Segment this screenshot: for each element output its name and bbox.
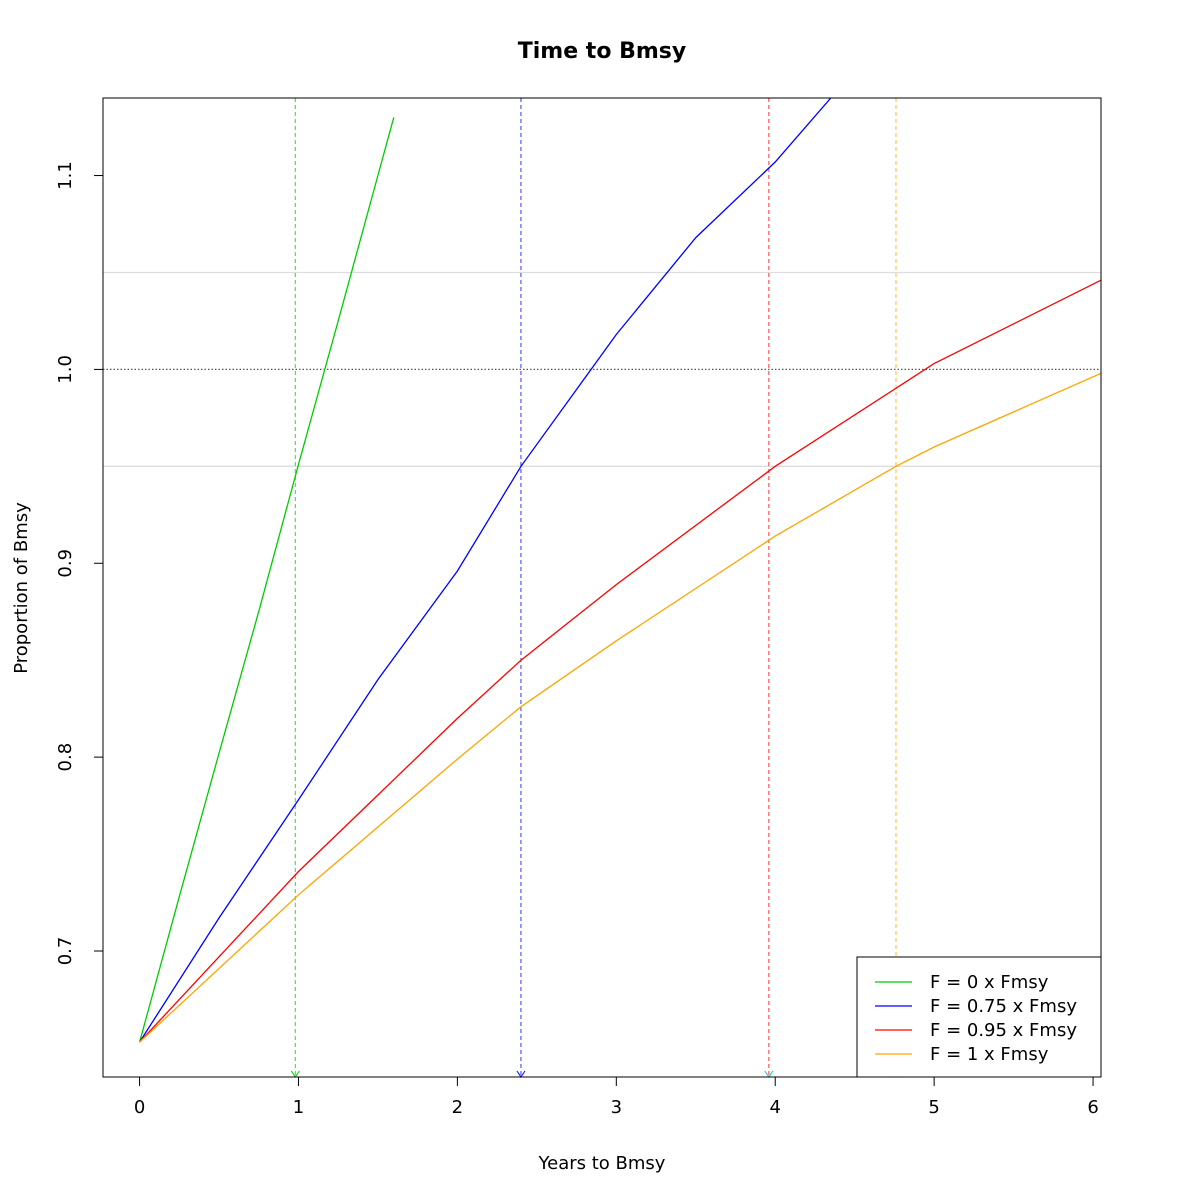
legend: F = 0 x Fmsy F = 0.75 x Fmsy F = 0.95 x Fm… [856, 956, 1102, 1078]
x-tick-label-2: 2 [452, 1097, 463, 1118]
x-tick-label-1: 1 [293, 1097, 304, 1118]
y-tick-label-3: 1.0 [55, 355, 76, 384]
series-line-3 [139, 372, 1101, 1043]
x-axis-label: Years to Bmsy [538, 1153, 666, 1174]
y-tick-label-0: 0.7 [55, 937, 76, 966]
y-axis: 0.7 0.8 0.9 1.0 1.1 [55, 161, 103, 965]
x-tick-label-6: 6 [1087, 1097, 1098, 1118]
legend-label-1: F = 0.75 x Fmsy [930, 996, 1077, 1017]
series-lines [138, 98, 1101, 1043]
y-tick-label-1: 0.8 [55, 743, 76, 772]
x-tick-label-4: 4 [769, 1097, 780, 1118]
legend-box [856, 956, 1102, 1078]
series-line-0 [138, 117, 395, 1043]
target-year-lines [294, 98, 897, 1077]
chart-title: Time to Bmsy [518, 39, 686, 64]
legend-label-3: F = 1 x Fmsy [930, 1044, 1049, 1065]
series-line-1 [139, 98, 832, 1043]
x-tick-label-3: 3 [611, 1097, 622, 1118]
x-tick-label-0: 0 [134, 1097, 145, 1118]
x-tick-label-5: 5 [928, 1097, 939, 1118]
y-axis-label: Proportion of Bmsy [11, 502, 32, 674]
series-line-2 [139, 279, 1101, 1043]
legend-label-0: F = 0 x Fmsy [930, 972, 1049, 993]
reference-lines [103, 271, 1101, 467]
y-tick-label-2: 0.9 [55, 549, 76, 578]
legend-label-2: F = 0.95 x Fmsy [930, 1020, 1077, 1041]
y-tick-label-4: 1.1 [55, 161, 76, 190]
